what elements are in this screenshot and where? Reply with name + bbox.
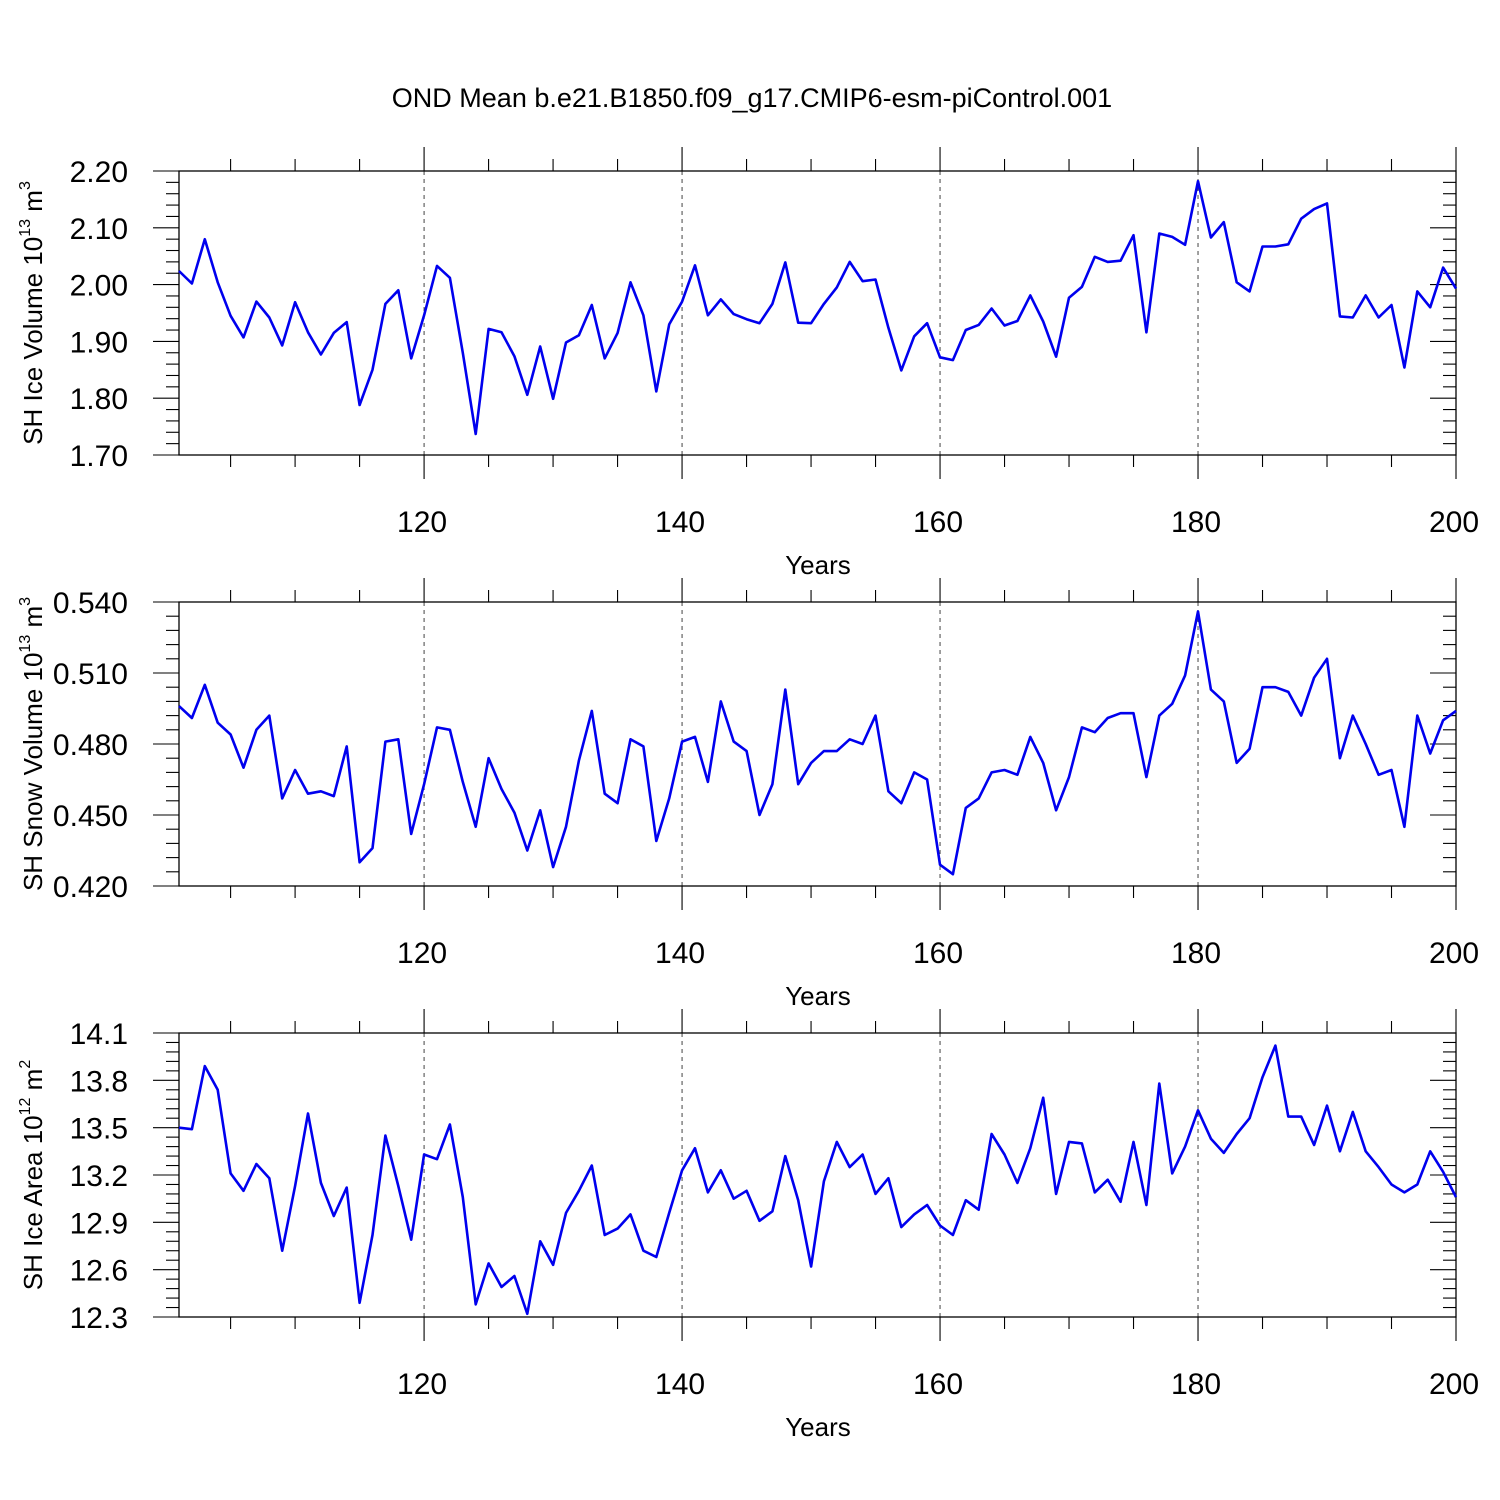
y-tick-label: 0.510 xyxy=(53,658,128,691)
plot-frame xyxy=(178,601,1457,887)
y-tick-label: 0.420 xyxy=(53,871,128,904)
x-tick-label: 180 xyxy=(1171,506,1221,539)
series-line-ice-volume xyxy=(178,179,1458,436)
y-axis-label: SH Ice Area 1012 m2 xyxy=(17,1060,48,1291)
x-tick-label: 180 xyxy=(1171,937,1221,970)
x-axis-label: Years xyxy=(785,981,851,1011)
y-tick-label: 13.5 xyxy=(70,1113,128,1146)
y-tick-label: 0.450 xyxy=(53,800,128,833)
series-line-ice-area xyxy=(178,1044,1458,1316)
y-tick-label: 14.1 xyxy=(70,1018,128,1051)
panel-ice-area: 12.3 12.6 12.9 13.2 13.5 13.8 14.1 120 140 160 180… xyxy=(17,1009,1479,1442)
y-tick-label: 12.3 xyxy=(70,1302,128,1335)
y-tick-label: 1.90 xyxy=(70,326,128,359)
x-axis-label: Years xyxy=(785,1412,851,1442)
x-tick-label: 160 xyxy=(913,1368,963,1401)
y-tick-label: 2.00 xyxy=(70,270,128,303)
x-tick-label: 140 xyxy=(655,506,705,539)
y-tick-label: 13.2 xyxy=(70,1160,128,1193)
y-tick-label: 1.80 xyxy=(70,383,128,416)
x-axis-label: Years xyxy=(785,550,851,580)
y-tick-label: 12.9 xyxy=(70,1207,128,1240)
x-tick-label: 180 xyxy=(1171,1368,1221,1401)
x-tick-label: 120 xyxy=(397,1368,447,1401)
y-tick-label: 12.6 xyxy=(70,1255,128,1288)
plot-frame xyxy=(178,1032,1457,1318)
x-tick-label: 160 xyxy=(913,937,963,970)
x-tick-label: 200 xyxy=(1429,937,1479,970)
y-axis-label: SH Snow Volume 1013 m3 xyxy=(17,597,48,891)
y-tick-label: 2.10 xyxy=(70,213,128,246)
y-tick-label: 0.540 xyxy=(53,587,128,620)
x-tick-label: 120 xyxy=(397,937,447,970)
y-tick-label: 0.480 xyxy=(53,729,128,762)
y-axis-label: SH Ice Volume 1013 m3 xyxy=(17,181,48,445)
x-tick-label: 140 xyxy=(655,1368,705,1401)
x-tick-label: 200 xyxy=(1429,1368,1479,1401)
series-line-snow-volume xyxy=(178,610,1457,876)
panel-snow-volume: 0.420 0.450 0.480 0.510 0.540 120 140 160 180 200… xyxy=(17,578,1479,1011)
chart-title: OND Mean b.e21.B1850.f09_g17.CMIP6-esm-p… xyxy=(392,83,1112,113)
y-tick-label: 1.70 xyxy=(70,440,128,473)
y-tick-label: 13.8 xyxy=(70,1065,128,1098)
plot-frame xyxy=(178,170,1457,456)
x-tick-label: 140 xyxy=(655,937,705,970)
x-tick-label: 120 xyxy=(397,506,447,539)
y-tick-label: 2.20 xyxy=(70,156,128,189)
x-tick-label: 200 xyxy=(1429,506,1479,539)
chart-panels: 1.70 1.80 1.90 2.00 2.10 2.20 120 140 160 180 200 Y… xyxy=(17,147,1479,1442)
panel-ice-volume: 1.70 1.80 1.90 2.00 2.10 2.20 120 140 160 180 200 Y… xyxy=(17,147,1479,580)
x-tick-label: 160 xyxy=(913,506,963,539)
